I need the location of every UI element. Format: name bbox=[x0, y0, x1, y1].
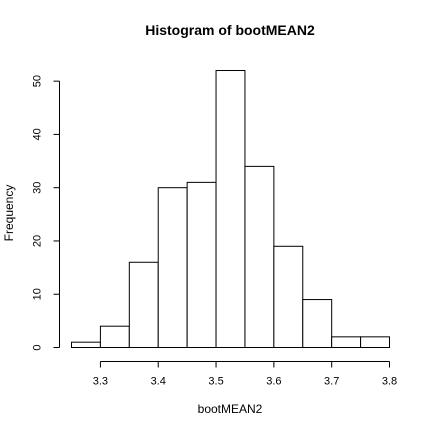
y-axis-label: Frequency bbox=[2, 185, 16, 242]
y-tick-label: 20 bbox=[32, 235, 44, 247]
x-tick-label: 3.8 bbox=[382, 376, 397, 388]
x-tick-label: 3.3 bbox=[93, 376, 108, 388]
y-tick-label: 30 bbox=[32, 182, 44, 194]
histogram-bar bbox=[157, 187, 188, 348]
bars-group bbox=[71, 70, 391, 349]
histogram-bar bbox=[331, 336, 362, 349]
x-tick-label: 3.5 bbox=[208, 376, 223, 388]
histogram-bar bbox=[360, 336, 391, 349]
histogram-bar bbox=[302, 299, 333, 348]
histogram-bar bbox=[128, 261, 159, 348]
histogram-bar bbox=[71, 341, 101, 348]
histogram-bar bbox=[99, 325, 130, 349]
y-tick-label: 50 bbox=[32, 75, 44, 87]
x-axis-label: bootMEAN2 bbox=[198, 402, 263, 416]
y-axis: 0 10 20 30 40 50 bbox=[32, 75, 60, 351]
histogram-bar bbox=[244, 165, 275, 348]
x-tick-label: 3.4 bbox=[151, 376, 166, 388]
x-tick-label: 3.6 bbox=[266, 376, 281, 388]
histogram-bar bbox=[273, 245, 304, 349]
x-tick-label: 3.7 bbox=[324, 376, 339, 388]
y-tick-label: 40 bbox=[32, 128, 44, 140]
histogram-bar bbox=[215, 70, 246, 348]
x-axis: 3.3 3.4 3.5 3.6 3.7 3.8 bbox=[93, 361, 397, 388]
histogram-bar bbox=[186, 181, 217, 348]
chart-title: Histogram of bootMEAN2 bbox=[145, 22, 315, 38]
y-tick-label: 0 bbox=[32, 344, 44, 350]
y-tick-label: 10 bbox=[32, 288, 44, 300]
